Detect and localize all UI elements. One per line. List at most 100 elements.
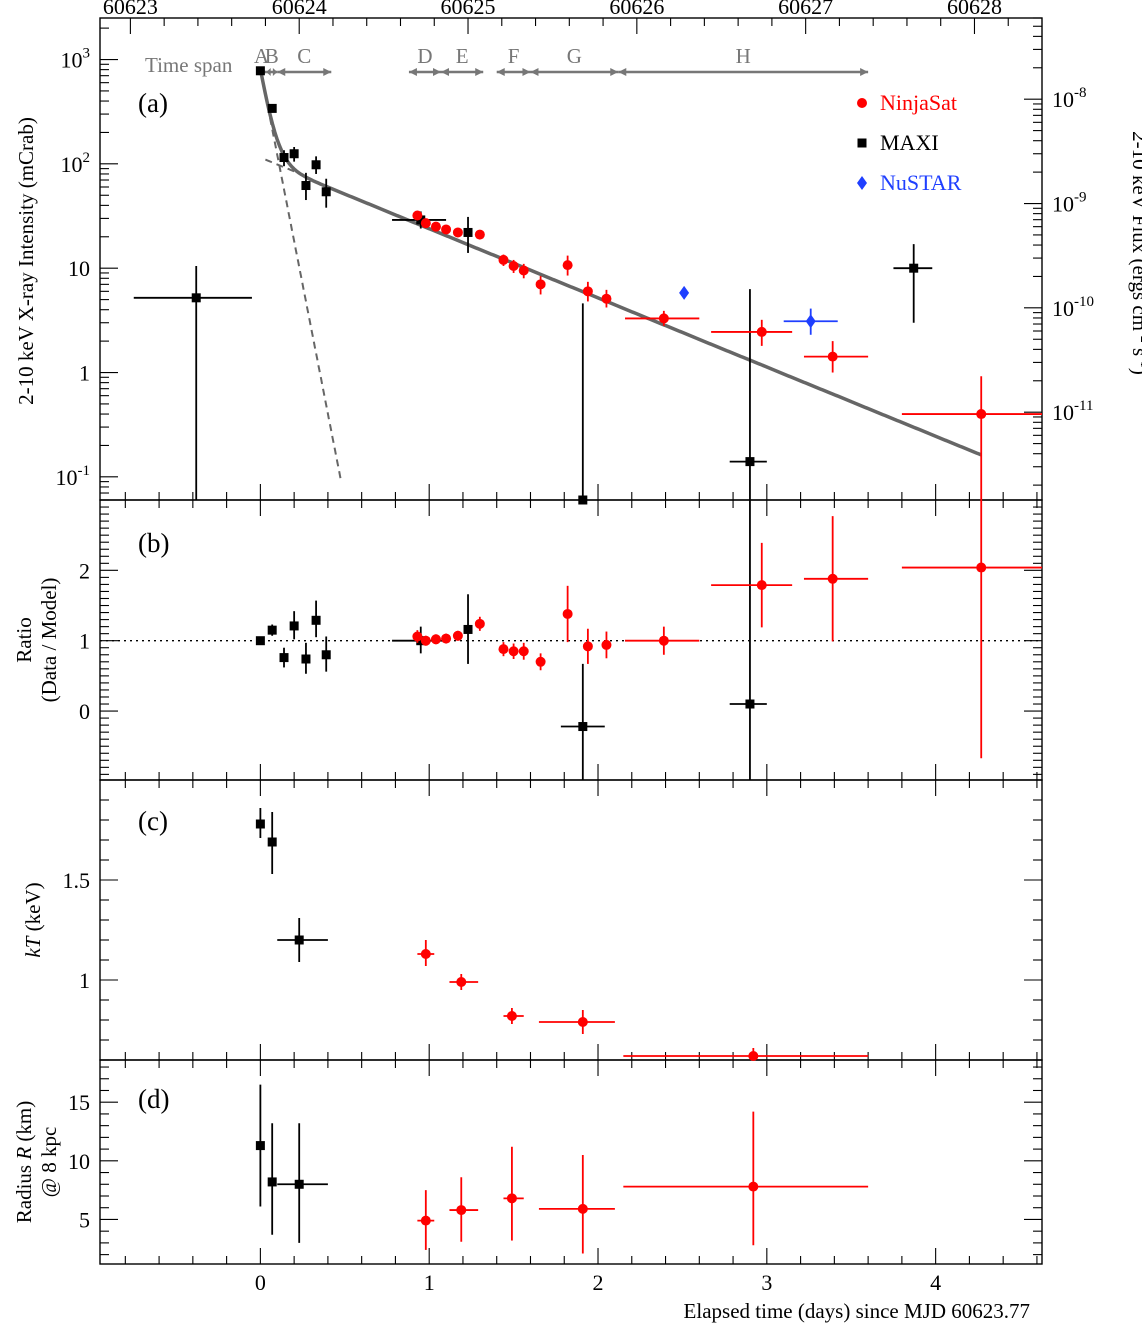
top-x-tick-label: 60623	[103, 0, 158, 19]
legend-marker-ninjasat	[857, 98, 867, 108]
y-axis-title-d-line2: @ 8 kpc	[37, 1127, 61, 1198]
maxi-point	[267, 625, 277, 635]
time-span-D-arrowhead	[433, 68, 442, 76]
ninjasat-point	[506, 1193, 517, 1204]
maxi-point	[255, 66, 265, 76]
ninjasat-point	[452, 630, 463, 641]
maxi-point	[463, 624, 473, 634]
ninjasat-point	[441, 224, 452, 235]
ninjasat-point	[577, 1017, 588, 1027]
ninjasat-point	[601, 639, 612, 650]
maxi-point	[745, 699, 755, 709]
time-span-B-arrowhead	[266, 68, 271, 76]
ninjasat-point	[535, 279, 546, 290]
maxi-point	[267, 837, 277, 847]
top-x-tick-label: 60626	[609, 0, 664, 19]
time-span-H-arrowhead	[618, 68, 627, 76]
ninjasat-point	[658, 635, 669, 646]
ninjasat-point	[976, 409, 987, 420]
ninjasat-point	[658, 313, 669, 324]
time-span-H-label: H	[736, 44, 751, 68]
y-tick-label: 1.5	[63, 868, 91, 893]
ninjasat-point	[506, 1011, 517, 1021]
y-tick-label: 10	[68, 1149, 90, 1174]
y-axis-title-a: 2-10 keV X-ray Intensity (mCrab)	[14, 117, 38, 405]
maxi-point	[294, 935, 304, 945]
maxi-point	[267, 103, 277, 113]
time-span-B-label: B	[265, 44, 279, 68]
ninjasat-point	[456, 977, 467, 987]
time-span-G-arrowhead	[610, 68, 619, 76]
model-fast-component-line	[264, 94, 343, 483]
ninjasat-point	[582, 641, 593, 652]
ninjasat-point	[474, 618, 485, 629]
maxi-point	[255, 1141, 265, 1151]
ninjasat-point	[456, 1205, 467, 1216]
nustar-point	[805, 314, 816, 329]
maxi-point	[267, 1177, 277, 1187]
legend-marker-maxi	[857, 138, 867, 148]
right-y-tick-label: 10-10	[1052, 294, 1094, 321]
maxi-point	[909, 263, 919, 273]
ninjasat-point	[474, 229, 485, 240]
ninjasat-point	[412, 631, 423, 642]
maxi-point	[416, 636, 426, 646]
time-span-F-label: F	[508, 44, 520, 68]
y-tick-label: 10-1	[56, 463, 91, 490]
y-axis-title-b-line2: (Data / Model)	[37, 578, 61, 703]
y-tick-label: 1	[79, 361, 90, 386]
ninjasat-point	[535, 656, 546, 667]
ninjasat-point	[518, 265, 529, 276]
ninjasat-point	[756, 580, 767, 591]
y-axis-title-b: Ratio	[12, 617, 36, 663]
maxi-point	[578, 722, 588, 732]
data-layer	[133, 66, 1042, 1254]
ninjasat-point	[420, 635, 431, 646]
y-tick-label: 10	[68, 256, 90, 281]
nustar-point	[679, 285, 690, 300]
right-y-tick-label: 10-9	[1052, 190, 1087, 217]
ninjasat-point	[508, 646, 519, 657]
ninjasat-point	[498, 254, 509, 265]
legend-marker-nustar	[857, 176, 867, 190]
maxi-point	[279, 653, 289, 663]
y-tick-label: 1	[79, 968, 90, 993]
panel-label-b: (b)	[138, 528, 169, 558]
ninjasat-point	[420, 218, 431, 229]
right-y-tick-label: 10-8	[1052, 85, 1087, 112]
time-span-E-arrowhead	[475, 68, 484, 76]
ninjasat-point	[441, 633, 452, 644]
time-span-G-arrowhead	[530, 68, 539, 76]
ninjasat-point	[748, 1181, 759, 1192]
maxi-point	[255, 636, 265, 646]
time-span-A-label: A	[254, 44, 270, 68]
y-tick-label: 2	[79, 558, 90, 583]
y-tick-label: 15	[68, 1090, 90, 1115]
time-span-G-label: G	[567, 44, 582, 68]
maxi-point	[311, 615, 321, 625]
top-x-tick-label: 60625	[441, 0, 496, 19]
x-tick-label: 1	[424, 1270, 435, 1295]
ninjasat-point	[601, 293, 612, 304]
y-tick-label: 5	[79, 1207, 90, 1232]
maxi-point	[321, 187, 331, 197]
maxi-point	[321, 650, 331, 660]
time-span-B-arrowhead	[272, 68, 278, 76]
right-y-tick-label: 10-11	[1052, 398, 1093, 425]
y-tick-label: 1	[79, 629, 90, 654]
ninjasat-point	[452, 227, 463, 238]
x-tick-label: 3	[761, 1270, 772, 1295]
maxi-point	[311, 160, 321, 170]
ninjasat-point	[748, 1051, 759, 1061]
ninjasat-point	[412, 210, 423, 221]
maxi-point	[294, 1179, 304, 1189]
panel-label-d: (d)	[138, 1084, 169, 1114]
right-y-axis-title: 2-10 keV Flux (ergs cm-2 s-1)	[1128, 131, 1142, 375]
maxi-point	[463, 227, 473, 237]
time-span-H-arrowhead	[860, 68, 869, 76]
x-axis-title: Elapsed time (days) since MJD 60623.77	[684, 1299, 1030, 1323]
y-tick-label: 102	[61, 150, 91, 177]
y-tick-label: 0	[79, 699, 90, 724]
ninjasat-point	[827, 351, 838, 362]
